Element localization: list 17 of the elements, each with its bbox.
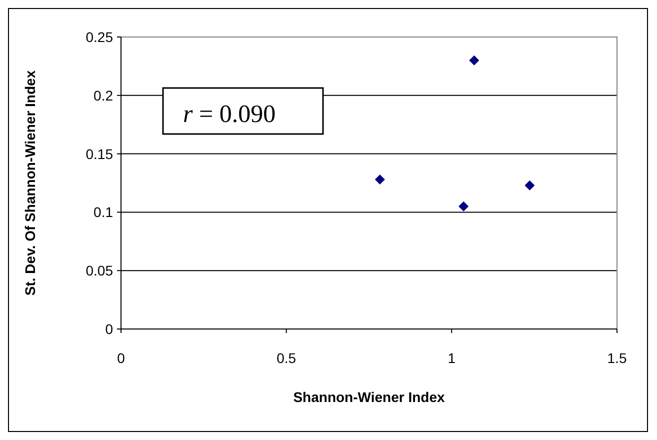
- y-tick-label: 0.15: [86, 146, 114, 162]
- y-tick-label: 0.1: [94, 204, 114, 220]
- x-tick-label: 0: [117, 350, 126, 366]
- x-tick-label: 0.5: [276, 350, 296, 366]
- y-axis-title: St. Dev. Of Shannon-Wiener Index: [22, 70, 38, 296]
- y-tick-label: 0: [105, 321, 114, 337]
- annotation: r = 0.090: [183, 101, 276, 128]
- point: [458, 201, 469, 212]
- point: [524, 180, 535, 190]
- x-tick-label: 1: [448, 350, 456, 366]
- y-tick-label: 0.25: [86, 29, 114, 45]
- x-tick-label: 1.5: [607, 350, 627, 366]
- y-tick-label: 0.05: [86, 262, 114, 279]
- point: [469, 55, 480, 66]
- point: [374, 174, 385, 184]
- y-tick-label: 0.2: [94, 87, 114, 104]
- x-axis-title: Shannon-Wiener Index: [293, 389, 445, 405]
